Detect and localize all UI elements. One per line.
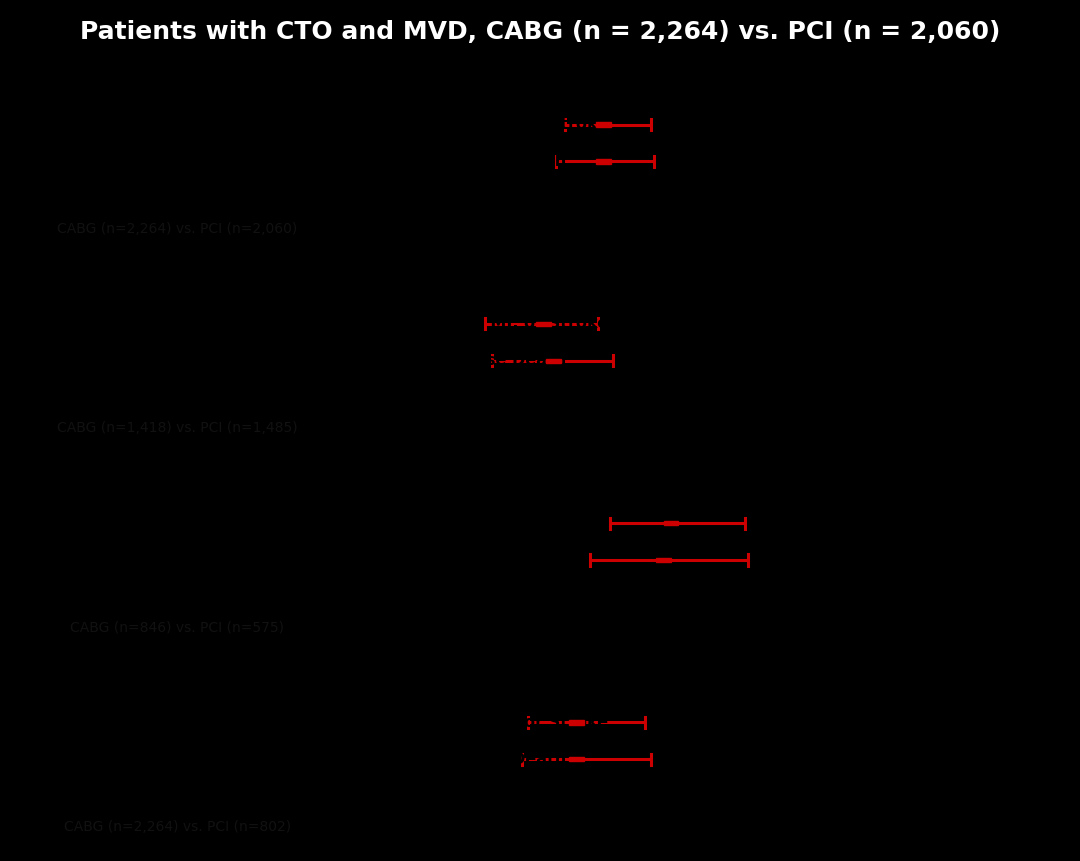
Text: 4: 4 (879, 397, 890, 414)
Bar (657, 558, 671, 562)
Text: SYNTAX Score II: SYNTAX Score II (89, 306, 266, 325)
Text: 0.56: 0.56 (997, 315, 1040, 333)
Text: 1: 1 (567, 596, 578, 614)
Text: P value: P value (985, 474, 1052, 489)
Bar (664, 521, 678, 525)
Text: 5-year Death, MI, or Stroke: 5-year Death, MI, or Stroke (362, 117, 609, 132)
Text: 0.02: 0.02 (997, 551, 1040, 569)
Text: 5-year Death, MI, or Stroke: 5-year Death, MI, or Stroke (362, 516, 609, 530)
Text: SYNTAX Score II: SYNTAX Score II (89, 505, 266, 523)
Text: Favors PCI: Favors PCI (447, 444, 541, 459)
Text: 1: 1 (567, 397, 578, 414)
Text: P value: P value (985, 275, 1052, 289)
Text: CABG (n=2,264) vs. PCI (n=802): CABG (n=2,264) vs. PCI (n=802) (64, 821, 291, 834)
Text: Recommendation: Recommendation (81, 533, 273, 552)
Text: 1: 1 (567, 796, 578, 813)
Text: P value: P value (985, 75, 1052, 90)
Text: SYNTAX Score ≤8): SYNTAX Score ≤8) (77, 746, 278, 765)
Text: Favors CABG: Favors CABG (593, 643, 707, 658)
Text: P value: P value (985, 673, 1052, 688)
Bar (536, 322, 551, 326)
Text: Favors PCI: Favors PCI (447, 843, 541, 858)
Text: 0.5: 0.5 (402, 596, 431, 614)
Text: 0.66: 0.66 (997, 351, 1040, 369)
Text: 0.03: 0.03 (997, 152, 1040, 170)
Text: Favors PCI: Favors PCI (447, 643, 541, 658)
Bar (569, 757, 584, 761)
Text: Adjusted HR (95% CI): Adjusted HR (95% CI) (569, 75, 764, 90)
Text: Overall Cohort: Overall Cohort (97, 134, 257, 153)
Text: Adjusted HR (95% CI): Adjusted HR (95% CI) (569, 474, 764, 489)
Text: Adjusted HR (95% CI): Adjusted HR (95% CI) (569, 275, 764, 289)
Bar (596, 122, 611, 127)
Text: 5-year All-cause Death: 5-year All-cause Death (362, 553, 567, 567)
Text: Favors CABG: Favors CABG (593, 245, 707, 259)
Text: 5-year Death, MI, or Stroke: 5-year Death, MI, or Stroke (362, 316, 609, 331)
Text: 0.03: 0.03 (997, 115, 1040, 133)
Text: 0.5: 0.5 (402, 796, 431, 813)
Text: CABG vs. PCI (Residual: CABG vs. PCI (Residual (52, 718, 302, 737)
Text: Recommendation: Recommendation (81, 333, 273, 352)
Text: CABG (n=2,264) vs. PCI (n=2,060): CABG (n=2,264) vs. PCI (n=2,060) (57, 222, 297, 236)
Text: 4: 4 (879, 796, 890, 813)
Text: 2: 2 (723, 596, 734, 614)
Text: Favors CABG: Favors CABG (593, 843, 707, 858)
Text: Patients with CTO and MVD, CABG (n = 2,264) vs. PCI (n = 2,060): Patients with CTO and MVD, CABG (n = 2,2… (80, 20, 1000, 44)
Text: CABG (n=1,418) vs. PCI (n=1,485): CABG (n=1,418) vs. PCI (n=1,485) (57, 422, 297, 436)
Text: 5-year All-cause Death: 5-year All-cause Death (362, 353, 567, 369)
Text: 0.5: 0.5 (402, 397, 431, 414)
Text: PCI or PCI/CABG: PCI or PCI/CABG (90, 361, 265, 381)
Text: 5-year Death, MI, or Stroke: 5-year Death, MI, or Stroke (362, 715, 609, 730)
Text: Favors PCI: Favors PCI (447, 245, 541, 259)
Text: 5-year All-cause Death: 5-year All-cause Death (362, 154, 567, 169)
Text: 4: 4 (879, 596, 890, 614)
Bar (546, 358, 561, 362)
Text: 2: 2 (723, 197, 734, 215)
Text: 0.89: 0.89 (997, 750, 1040, 768)
Bar (569, 721, 584, 725)
Bar (596, 159, 611, 164)
Text: 2: 2 (723, 397, 734, 414)
Text: CABG (n=846) vs. PCI (n=575): CABG (n=846) vs. PCI (n=575) (70, 621, 284, 635)
Text: 5-year All-cause Death: 5-year All-cause Death (362, 752, 567, 767)
Text: 4: 4 (879, 197, 890, 215)
Text: 2: 2 (723, 796, 734, 813)
Text: 1: 1 (567, 197, 578, 215)
Text: 0.005: 0.005 (990, 514, 1045, 532)
Text: Adjusted HR (95% CI): Adjusted HR (95% CI) (569, 673, 764, 688)
Text: CABG: CABG (147, 561, 207, 579)
Text: Favors CABG: Favors CABG (593, 444, 707, 459)
Text: 0.83: 0.83 (997, 714, 1040, 732)
Text: 0.5: 0.5 (402, 197, 431, 215)
